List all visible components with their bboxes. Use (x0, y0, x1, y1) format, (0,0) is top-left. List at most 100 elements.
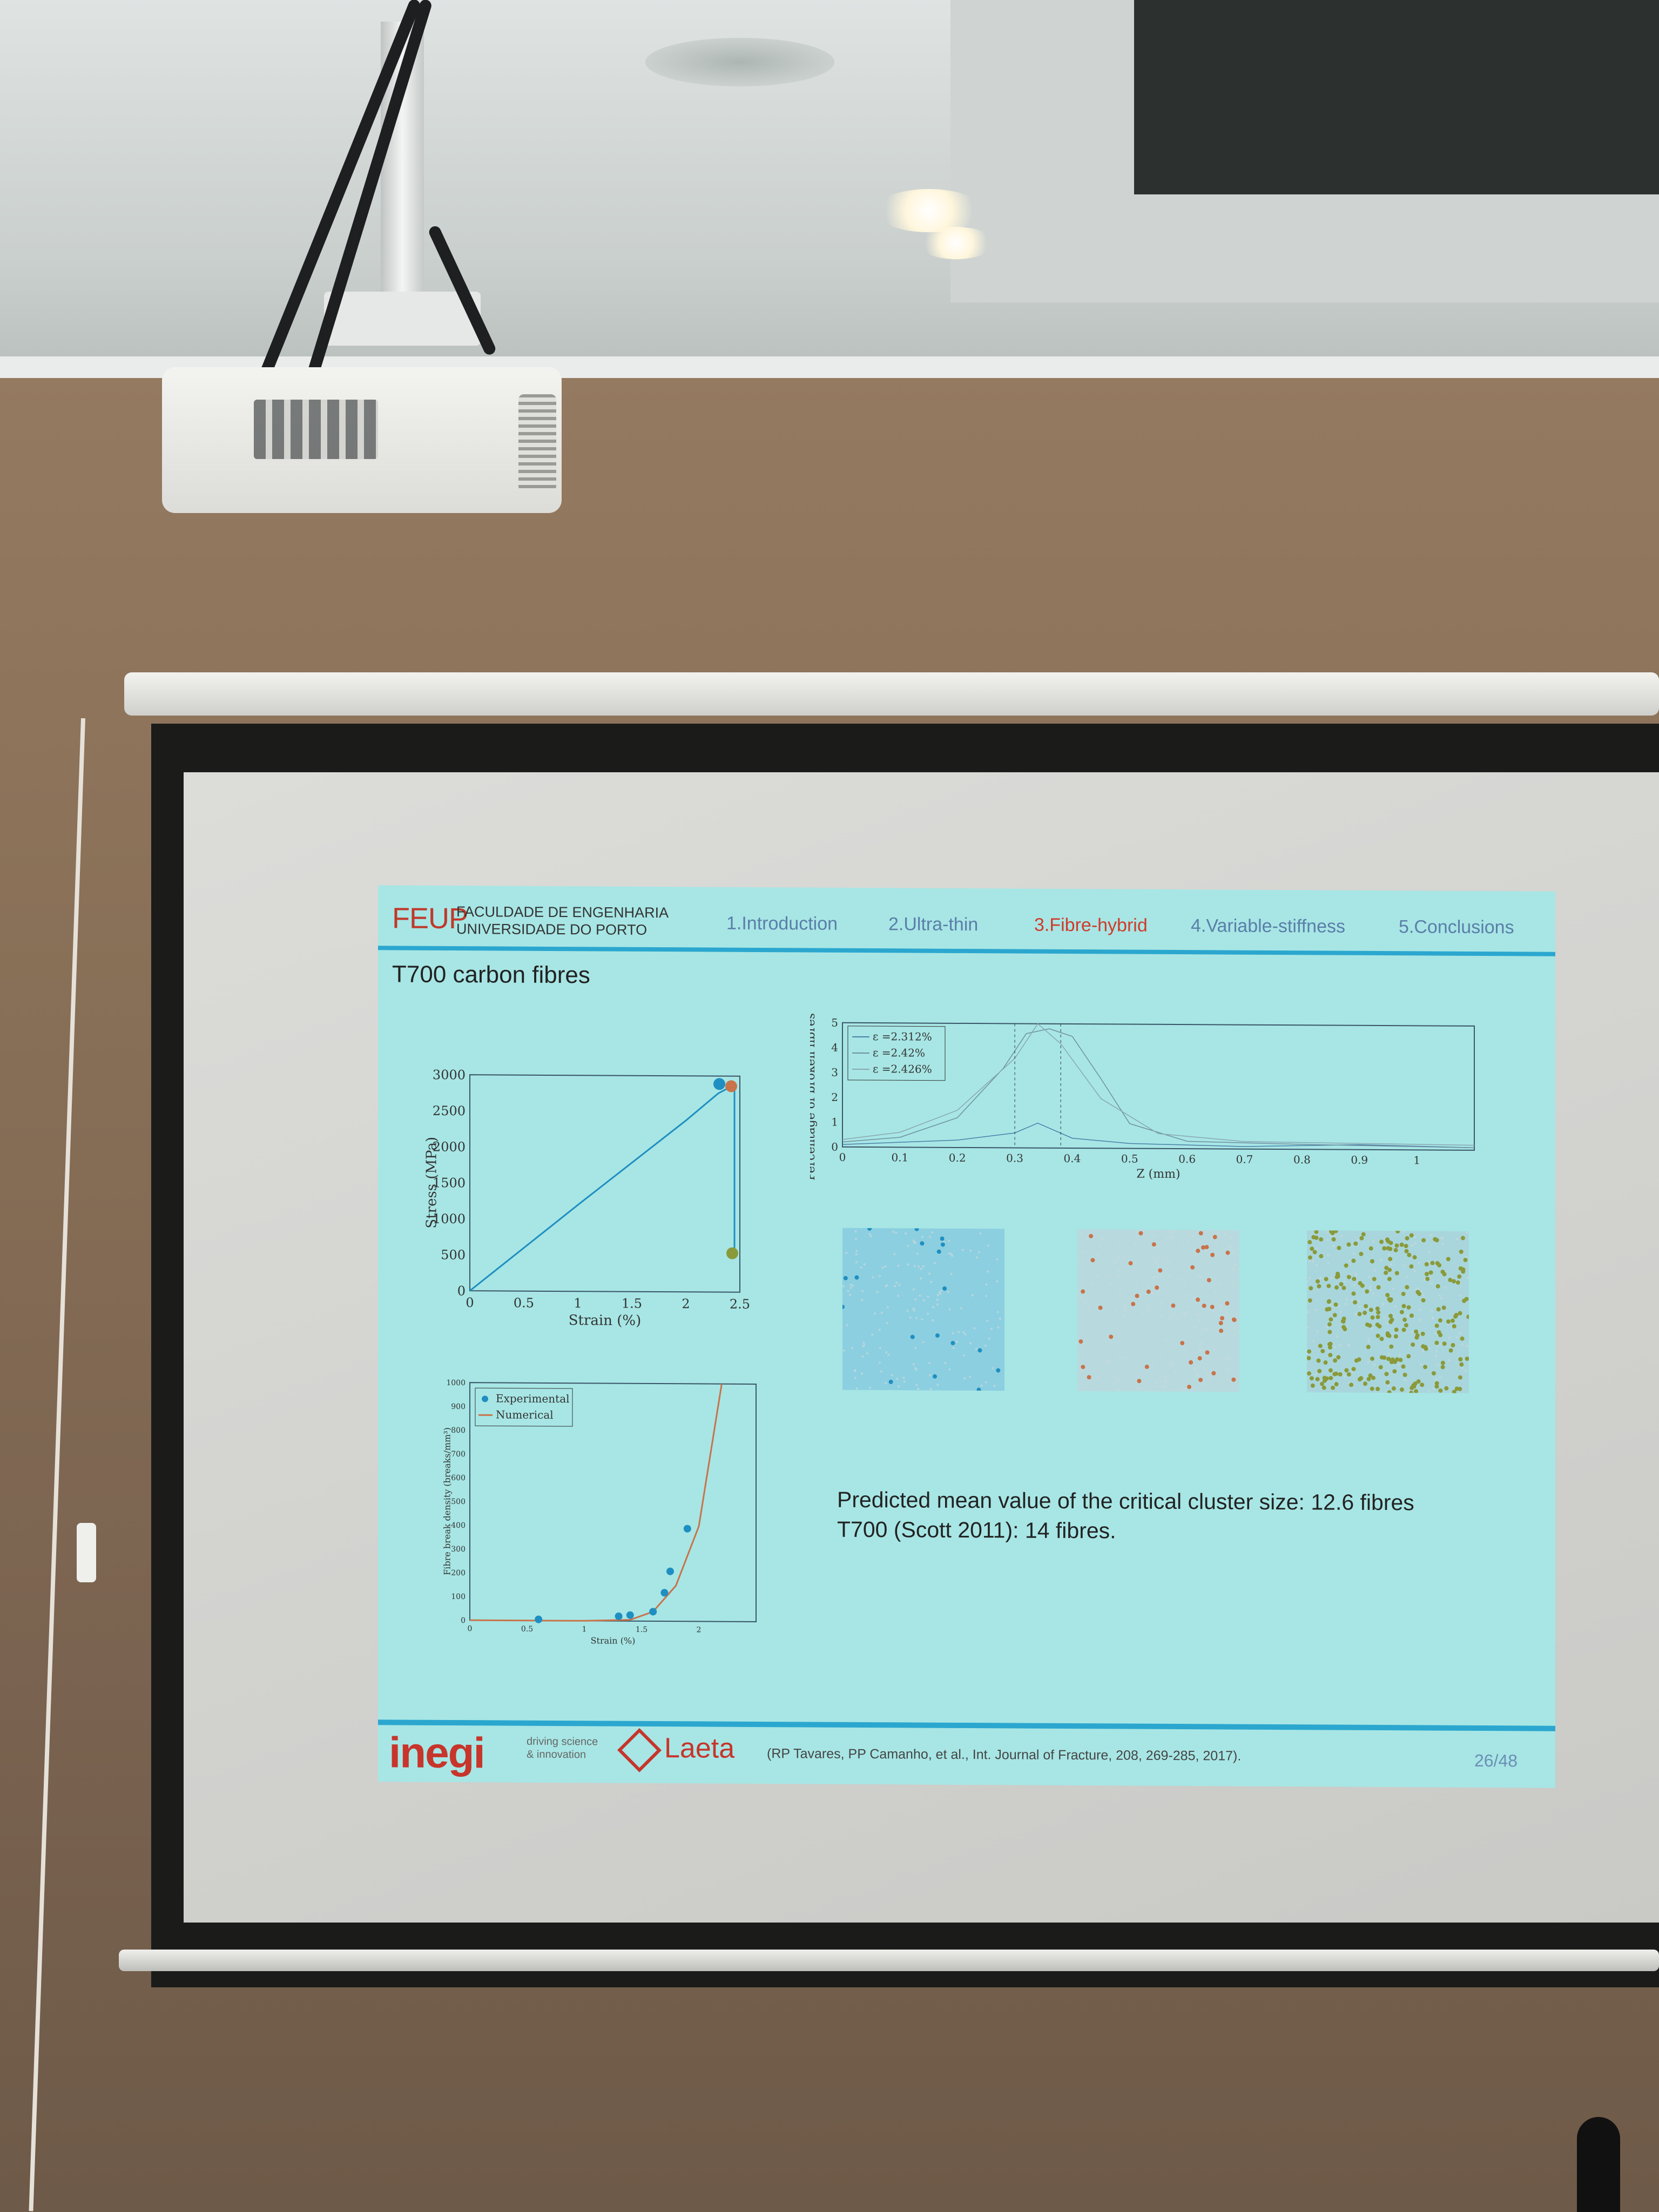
y-tick-label: 100 (451, 1593, 466, 1601)
fibre-dot (891, 1374, 893, 1377)
fibre-dot (1102, 1238, 1104, 1240)
x-tick-label: 0 (466, 1295, 474, 1310)
broken-fibre-dot (1377, 1324, 1382, 1329)
plot-frame (842, 1022, 1475, 1151)
broken-fibre-dot (1210, 1305, 1215, 1310)
fibre-dot (1123, 1257, 1125, 1260)
y-tick-label: 500 (451, 1498, 466, 1506)
ceiling-light (875, 189, 983, 232)
fibre-dot (1118, 1274, 1121, 1277)
fibre-dot (905, 1232, 907, 1235)
fibre-dot (963, 1354, 966, 1357)
broken-fibre-dot (1384, 1265, 1389, 1270)
y-tick-label: 0 (831, 1141, 838, 1154)
broken-fibre-dot (1404, 1249, 1409, 1253)
fibre-dot (881, 1266, 884, 1269)
broken-fibre-dot (1197, 1356, 1202, 1361)
fibre-dot (1327, 1254, 1330, 1257)
nav-conclusions: 5.Conclusions (1399, 916, 1514, 938)
y-tick-label: 200 (451, 1569, 466, 1577)
broken-fibre-dot (1405, 1236, 1410, 1240)
broken-fibre-dot (1206, 1278, 1211, 1283)
fibre-dot (1188, 1292, 1191, 1294)
x-tick-label: 1 (1413, 1154, 1420, 1166)
broken-fibre-dot (1402, 1317, 1407, 1322)
fibre-dot (903, 1380, 906, 1383)
broken-fibre-dot (1387, 1267, 1392, 1272)
fibre-dot (1107, 1360, 1110, 1363)
fibre-dot (894, 1285, 896, 1287)
broken-fibre-dot (1231, 1317, 1236, 1322)
fibre-dot (936, 1303, 939, 1306)
fibre-dot (1156, 1276, 1158, 1278)
broken-fibre-dot (1385, 1333, 1390, 1338)
fibre-dot (886, 1306, 889, 1309)
broken-fibre-dot (1424, 1262, 1429, 1267)
ceiling-speaker (645, 38, 834, 86)
experimental-point (660, 1589, 669, 1597)
fibre-dot (861, 1372, 864, 1375)
fibre-dot (1148, 1306, 1150, 1309)
broken-fibre-dot (1413, 1381, 1418, 1386)
x-tick-label: 1 (582, 1625, 587, 1634)
fibre-dot (1232, 1250, 1235, 1252)
fibre-dot (1096, 1253, 1099, 1256)
fibre-dot (1373, 1269, 1376, 1272)
broken-fibres-chart: 0 0.1 0.2 0.3 0.4 0.5 0.6 0.7 0.8 0.9 1 0 1 2 3 4 5 Z (mm… (810, 1011, 1475, 1181)
fibre-dot (1312, 1260, 1314, 1263)
fibre-dot (863, 1263, 866, 1266)
fibre-dot (1109, 1284, 1112, 1286)
broken-fibre-dot (1314, 1230, 1319, 1235)
fibre-dot (1387, 1369, 1390, 1372)
fibre-dot (861, 1299, 864, 1301)
fibre-dot (948, 1308, 951, 1311)
fibre-dot (1431, 1310, 1433, 1313)
broken-fibre-dot (1205, 1350, 1210, 1355)
fibre-dot (1436, 1345, 1439, 1347)
broken-fibre-dot (1353, 1241, 1358, 1246)
x-tick-label: 1.5 (622, 1296, 642, 1311)
fibre-dot (861, 1355, 864, 1358)
fibre-dot (938, 1291, 941, 1294)
fibre-dot (1090, 1282, 1093, 1285)
fibre-dot (914, 1347, 917, 1350)
experimental-point (535, 1615, 543, 1623)
fibre-dot (884, 1265, 887, 1268)
fibre-dot (1218, 1276, 1221, 1278)
y-tick-label: 5 (831, 1016, 838, 1029)
fibre-dot (979, 1232, 982, 1235)
broken-fibre-dot (1334, 1285, 1339, 1290)
x-tick-label: 0.5 (521, 1625, 533, 1634)
broken-fibre-dot (1212, 1235, 1217, 1239)
legend-label: ε =2.426% (873, 1062, 932, 1076)
y-tick-label: 800 (451, 1426, 466, 1435)
fibre-dot (1428, 1347, 1431, 1350)
fibre-dot (1229, 1245, 1232, 1248)
fibre-dot (1077, 1341, 1079, 1344)
fibre-dot (1371, 1327, 1373, 1330)
fibre-dot (869, 1386, 872, 1389)
broken-fibre-dot (1307, 1255, 1312, 1260)
fibre-dot (1404, 1379, 1407, 1381)
fibre-dot (874, 1312, 876, 1315)
broken-fibre-dot (1328, 1317, 1333, 1322)
fibre-dot (1223, 1303, 1226, 1305)
broken-fibre-dot (1357, 1312, 1362, 1317)
fibre-dot (1455, 1336, 1458, 1338)
broken-fibre-dot (1395, 1230, 1400, 1233)
broken-fibre-dot (1438, 1388, 1443, 1393)
fibre-dot (1117, 1269, 1120, 1272)
fibre-dot (1344, 1303, 1347, 1305)
fibre-dot (1078, 1257, 1081, 1260)
experimental-point (615, 1612, 623, 1620)
stress-strain-line (469, 1083, 736, 1292)
fibre-dot (922, 1299, 925, 1301)
broken-fibre-dot (1438, 1318, 1442, 1323)
fibre-dot (1158, 1290, 1161, 1293)
broken-fibre-dot (1331, 1385, 1336, 1390)
broken-fibre-dot (1078, 1339, 1083, 1344)
broken-fibre-dot (1225, 1301, 1230, 1306)
broken-fibre-dot (1371, 1375, 1376, 1380)
fibre-dot (1182, 1371, 1185, 1374)
fibre-dot (1215, 1241, 1218, 1244)
